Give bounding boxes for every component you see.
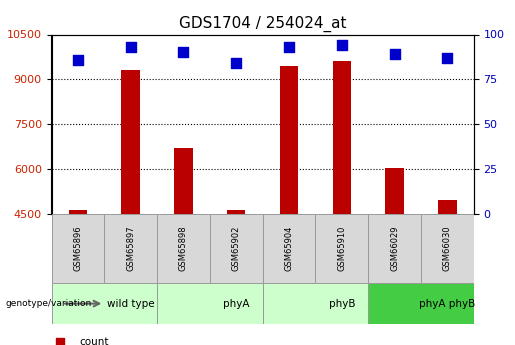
Bar xyxy=(157,214,210,283)
Bar xyxy=(157,283,263,324)
Text: phyB: phyB xyxy=(329,299,355,308)
Point xyxy=(390,51,399,57)
Bar xyxy=(52,214,104,283)
Bar xyxy=(385,168,404,214)
Text: GSM65902: GSM65902 xyxy=(232,226,241,271)
Text: count: count xyxy=(79,337,109,345)
Bar xyxy=(263,283,368,324)
Point xyxy=(338,42,346,48)
Bar xyxy=(280,66,298,214)
Bar xyxy=(68,210,87,214)
Text: GSM65904: GSM65904 xyxy=(285,226,294,271)
Text: genotype/variation: genotype/variation xyxy=(5,299,91,308)
Point xyxy=(443,55,452,61)
Text: GSM65910: GSM65910 xyxy=(337,226,346,271)
Point xyxy=(179,50,187,55)
Bar xyxy=(263,214,315,283)
Bar xyxy=(333,61,351,214)
Text: GSM65898: GSM65898 xyxy=(179,226,188,271)
Text: GSM65897: GSM65897 xyxy=(126,226,135,271)
Bar xyxy=(52,283,157,324)
Text: wild type: wild type xyxy=(107,299,154,308)
Bar xyxy=(210,214,263,283)
Text: GSM65896: GSM65896 xyxy=(74,226,82,271)
Bar xyxy=(174,148,193,214)
Point xyxy=(127,44,135,50)
Point xyxy=(285,44,293,50)
Point xyxy=(74,57,82,62)
Bar xyxy=(122,70,140,214)
Point xyxy=(232,60,241,66)
Bar xyxy=(368,214,421,283)
Text: phyA: phyA xyxy=(223,299,249,308)
Text: GSM66029: GSM66029 xyxy=(390,226,399,271)
Text: phyA phyB: phyA phyB xyxy=(419,299,475,308)
Bar xyxy=(315,214,368,283)
Title: GDS1704 / 254024_at: GDS1704 / 254024_at xyxy=(179,16,347,32)
Point xyxy=(56,339,64,344)
Bar xyxy=(421,214,474,283)
Text: GSM66030: GSM66030 xyxy=(443,226,452,271)
Bar xyxy=(368,283,474,324)
Bar xyxy=(438,199,457,214)
Bar xyxy=(227,210,246,214)
Bar xyxy=(104,214,157,283)
